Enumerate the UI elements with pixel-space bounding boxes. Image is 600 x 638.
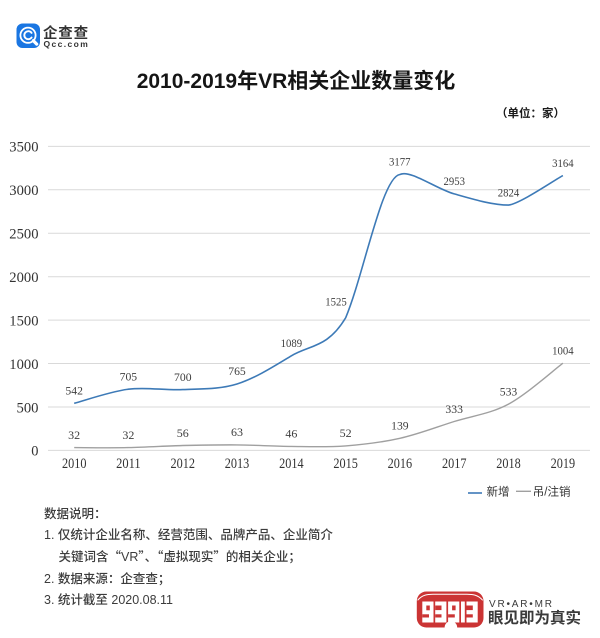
svg-text:63: 63 <box>231 427 243 439</box>
svg-text:1500: 1500 <box>9 313 38 329</box>
svg-text:2015: 2015 <box>333 456 358 472</box>
svg-text:1525: 1525 <box>325 297 347 309</box>
svg-text:2016: 2016 <box>388 456 413 472</box>
svg-text:2014: 2014 <box>279 456 304 472</box>
svg-text:2018: 2018 <box>496 456 521 472</box>
svg-text:542: 542 <box>65 386 83 398</box>
svg-text:新增: 新增 <box>487 484 510 498</box>
svg-text:吊/注销: 吊/注销 <box>533 484 571 498</box>
svg-text:705: 705 <box>120 371 138 383</box>
svg-text:2000: 2000 <box>9 270 38 286</box>
svg-text:3177: 3177 <box>389 157 411 169</box>
svg-text:333: 333 <box>445 404 463 416</box>
svg-text:46: 46 <box>285 429 297 441</box>
svg-text:56: 56 <box>177 428 189 440</box>
svg-text:3500: 3500 <box>9 140 38 156</box>
svg-text:2012: 2012 <box>171 456 196 472</box>
svg-text:139: 139 <box>391 421 409 433</box>
svg-text:2824: 2824 <box>498 187 520 199</box>
svg-text:52: 52 <box>340 428 352 440</box>
svg-text:1004: 1004 <box>552 346 574 358</box>
svg-text:2019: 2019 <box>551 456 576 472</box>
svg-text:1000: 1000 <box>9 357 38 373</box>
svg-text:0: 0 <box>31 444 38 460</box>
svg-text:3000: 3000 <box>9 183 38 199</box>
svg-text:533: 533 <box>500 386 518 398</box>
svg-text:2500: 2500 <box>9 227 38 243</box>
svg-text:3164: 3164 <box>552 158 574 170</box>
svg-text:1089: 1089 <box>281 338 303 350</box>
svg-text:32: 32 <box>68 430 80 442</box>
svg-text:2953: 2953 <box>443 176 465 188</box>
svg-text:32: 32 <box>122 430 134 442</box>
svg-text:2013: 2013 <box>225 456 250 472</box>
svg-text:2017: 2017 <box>442 456 467 472</box>
svg-text:2010: 2010 <box>62 456 87 472</box>
svg-text:765: 765 <box>228 366 246 378</box>
svg-text:2011: 2011 <box>116 456 141 472</box>
svg-text:500: 500 <box>17 400 39 416</box>
svg-text:700: 700 <box>174 372 192 384</box>
